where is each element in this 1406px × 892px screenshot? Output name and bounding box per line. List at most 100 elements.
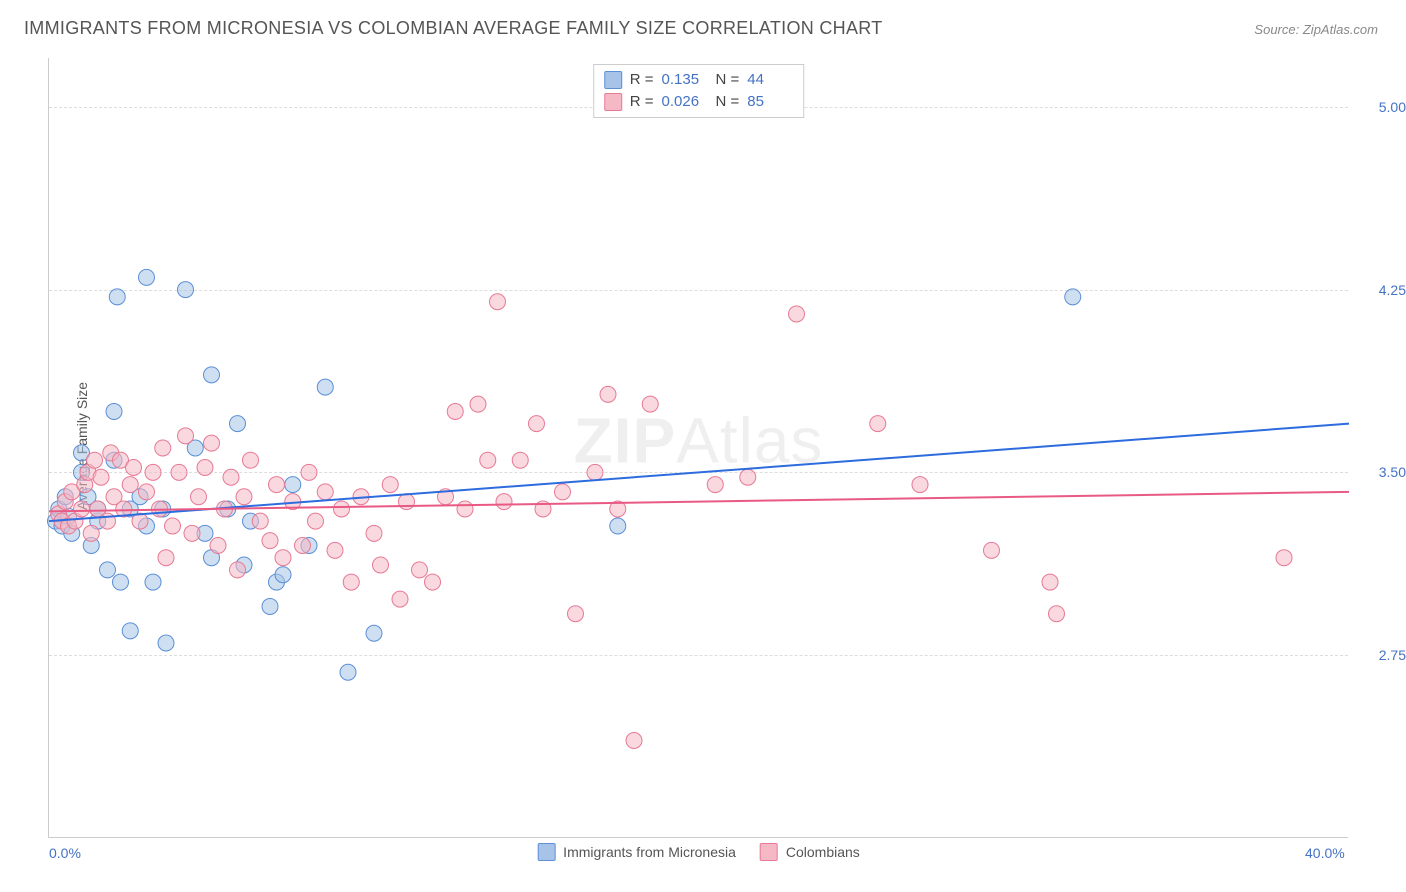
- data-point: [642, 396, 658, 412]
- y-tick-label: 5.00: [1379, 99, 1406, 115]
- data-point: [126, 460, 142, 476]
- data-point: [317, 484, 333, 500]
- data-point: [327, 542, 343, 558]
- swatch-blue-icon: [537, 843, 555, 861]
- data-point: [512, 452, 528, 468]
- data-point: [529, 416, 545, 432]
- data-point: [100, 562, 116, 578]
- data-point: [171, 464, 187, 480]
- n-label: N =: [716, 69, 740, 91]
- data-point: [789, 306, 805, 322]
- data-point: [236, 489, 252, 505]
- x-tick-label: 40.0%: [1305, 845, 1345, 861]
- data-point: [600, 386, 616, 402]
- data-point: [74, 501, 90, 517]
- data-point: [262, 533, 278, 549]
- data-point: [490, 294, 506, 310]
- data-point: [373, 557, 389, 573]
- data-point: [184, 525, 200, 541]
- data-point: [1276, 550, 1292, 566]
- data-point: [399, 494, 415, 510]
- data-point: [626, 733, 642, 749]
- data-point: [204, 367, 220, 383]
- data-point: [912, 477, 928, 493]
- stats-row-colombians: R = 0.026 N = 85: [604, 91, 794, 113]
- data-point: [470, 396, 486, 412]
- y-tick-label: 3.50: [1379, 464, 1406, 480]
- data-point: [412, 562, 428, 578]
- data-point: [285, 477, 301, 493]
- n-label: N =: [716, 91, 740, 113]
- data-point: [145, 464, 161, 480]
- data-point: [870, 416, 886, 432]
- r-value-colombians: 0.026: [662, 91, 708, 113]
- swatch-blue-icon: [604, 71, 622, 89]
- n-value-micronesia: 44: [747, 69, 793, 91]
- trend-line: [49, 424, 1349, 522]
- y-tick-label: 2.75: [1379, 647, 1406, 663]
- data-point: [366, 525, 382, 541]
- legend-label-micronesia: Immigrants from Micronesia: [563, 844, 736, 860]
- legend-item-colombians: Colombians: [760, 843, 860, 861]
- data-point: [122, 623, 138, 639]
- data-point: [343, 574, 359, 590]
- scatter-svg: [49, 58, 1348, 837]
- swatch-pink-icon: [760, 843, 778, 861]
- data-point: [158, 550, 174, 566]
- data-point: [555, 484, 571, 500]
- data-point: [587, 464, 603, 480]
- bottom-legend: Immigrants from Micronesia Colombians: [537, 843, 860, 861]
- data-point: [366, 625, 382, 641]
- data-point: [568, 606, 584, 622]
- data-point: [87, 452, 103, 468]
- data-point: [301, 464, 317, 480]
- data-point: [93, 469, 109, 485]
- x-tick-label: 0.0%: [49, 845, 81, 861]
- data-point: [223, 469, 239, 485]
- data-point: [457, 501, 473, 517]
- y-tick-label: 4.25: [1379, 282, 1406, 298]
- data-point: [139, 484, 155, 500]
- source-label: Source:: [1254, 22, 1299, 37]
- data-point: [109, 289, 125, 305]
- data-point: [230, 562, 246, 578]
- data-point: [308, 513, 324, 529]
- swatch-pink-icon: [604, 93, 622, 111]
- data-point: [106, 403, 122, 419]
- r-label: R =: [630, 69, 654, 91]
- data-point: [243, 452, 259, 468]
- data-point: [317, 379, 333, 395]
- chart-title: IMMIGRANTS FROM MICRONESIA VS COLOMBIAN …: [24, 18, 883, 39]
- data-point: [447, 403, 463, 419]
- stats-legend: R = 0.135 N = 44 R = 0.026 N = 85: [593, 64, 805, 118]
- data-point: [269, 477, 285, 493]
- plot-area: ZIPAtlas 2.753.504.255.00 R = 0.135 N = …: [48, 58, 1348, 838]
- data-point: [113, 574, 129, 590]
- data-point: [139, 269, 155, 285]
- data-point: [178, 428, 194, 444]
- source-value: ZipAtlas.com: [1303, 22, 1378, 37]
- data-point: [83, 525, 99, 541]
- data-point: [230, 416, 246, 432]
- data-point: [295, 538, 311, 554]
- source-attribution: Source: ZipAtlas.com: [1254, 22, 1378, 37]
- data-point: [275, 567, 291, 583]
- data-point: [740, 469, 756, 485]
- data-point: [178, 282, 194, 298]
- data-point: [496, 494, 512, 510]
- data-point: [165, 518, 181, 534]
- data-point: [122, 477, 138, 493]
- data-point: [1065, 289, 1081, 305]
- data-point: [1049, 606, 1065, 622]
- data-point: [155, 440, 171, 456]
- data-point: [984, 542, 1000, 558]
- data-point: [262, 598, 278, 614]
- data-point: [334, 501, 350, 517]
- data-point: [382, 477, 398, 493]
- data-point: [204, 435, 220, 451]
- data-point: [480, 452, 496, 468]
- data-point: [425, 574, 441, 590]
- data-point: [340, 664, 356, 680]
- data-point: [191, 489, 207, 505]
- stats-row-micronesia: R = 0.135 N = 44: [604, 69, 794, 91]
